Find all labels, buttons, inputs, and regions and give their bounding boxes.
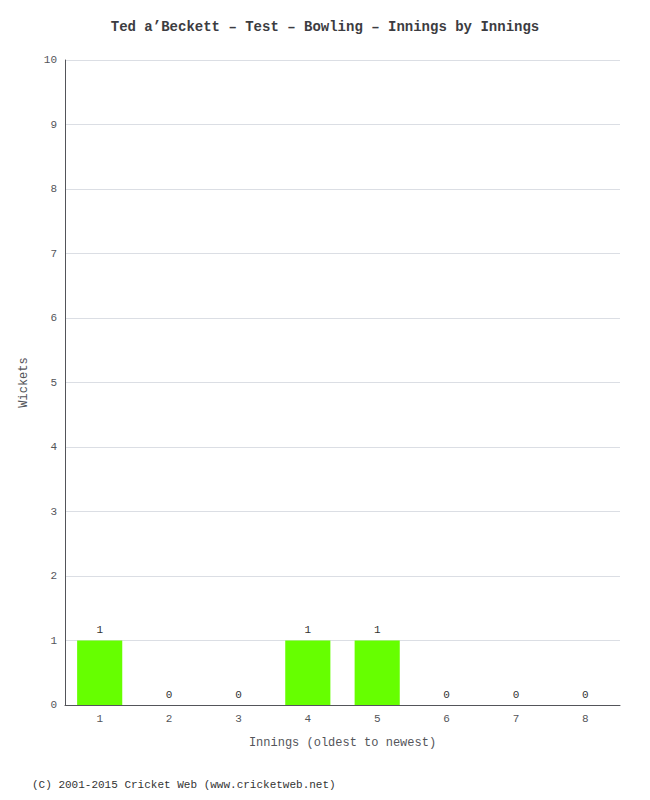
svg-text:4: 4	[305, 713, 312, 725]
svg-text:1: 1	[96, 624, 103, 636]
svg-text:1: 1	[50, 635, 57, 647]
svg-text:3: 3	[50, 506, 57, 518]
svg-text:Ted a’Beckett – Test – Bowling: Ted a’Beckett – Test – Bowling – Innings…	[111, 19, 539, 35]
svg-text:2: 2	[166, 713, 173, 725]
svg-text:1: 1	[305, 624, 312, 636]
svg-text:5: 5	[374, 713, 381, 725]
svg-text:5: 5	[50, 377, 57, 389]
svg-text:8: 8	[582, 713, 589, 725]
svg-text:0: 0	[443, 689, 450, 701]
svg-text:3: 3	[235, 713, 242, 725]
svg-text:10: 10	[44, 54, 57, 66]
svg-text:9: 9	[50, 119, 57, 131]
svg-text:7: 7	[513, 713, 520, 725]
svg-text:0: 0	[513, 689, 520, 701]
svg-text:Innings (oldest to newest): Innings (oldest to newest)	[249, 736, 436, 750]
svg-text:0: 0	[166, 689, 173, 701]
svg-text:1: 1	[96, 713, 103, 725]
svg-text:0: 0	[235, 689, 242, 701]
svg-text:4: 4	[50, 441, 57, 453]
svg-text:0: 0	[582, 689, 589, 701]
svg-text:7: 7	[50, 248, 57, 260]
svg-text:8: 8	[50, 183, 57, 195]
svg-text:6: 6	[50, 312, 57, 324]
svg-text:(C) 2001-2015 Cricket Web (www: (C) 2001-2015 Cricket Web (www.cricketwe…	[32, 779, 336, 791]
svg-text:1: 1	[374, 624, 381, 636]
svg-text:6: 6	[443, 713, 450, 725]
svg-text:2: 2	[50, 570, 57, 582]
svg-text:0: 0	[50, 699, 57, 711]
svg-text:Wickets: Wickets	[17, 357, 31, 407]
